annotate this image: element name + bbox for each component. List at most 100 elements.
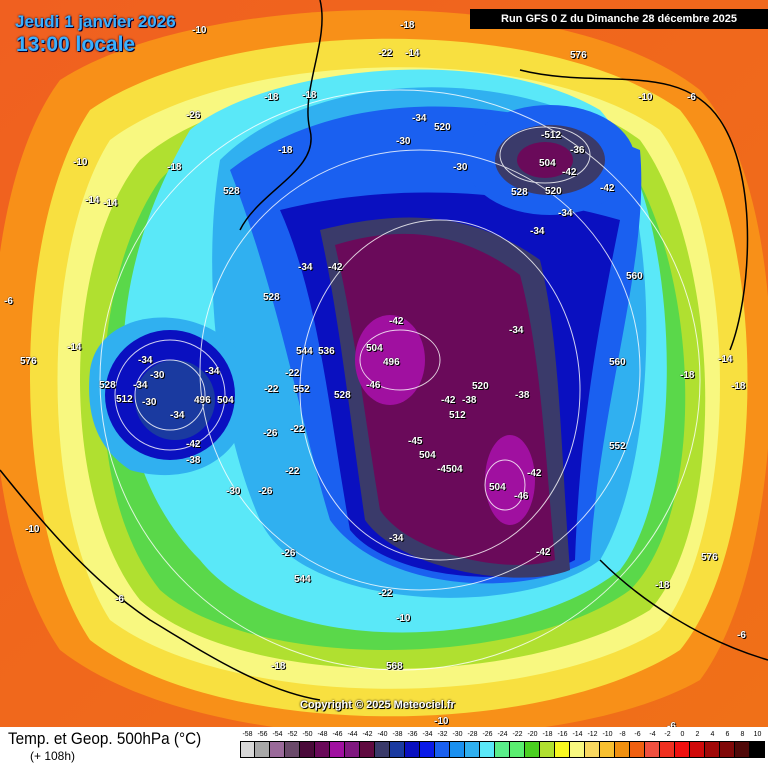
contour-label: -30	[396, 136, 411, 147]
scale-tick: -30	[452, 731, 463, 738]
scale-swatch	[600, 741, 615, 758]
contour-label: -26	[263, 428, 278, 439]
contour-label: 496	[383, 357, 400, 368]
contour-label: -10	[25, 524, 40, 535]
scale-cell: -14	[570, 731, 585, 758]
scale-cell: -58	[240, 731, 255, 758]
scale-swatch	[420, 741, 435, 758]
contour-label: 576	[20, 356, 37, 367]
contour-label: -18	[680, 370, 695, 381]
contour-label: -34	[558, 208, 573, 219]
scale-swatch	[405, 741, 420, 758]
scale-swatch	[585, 741, 600, 758]
contour-label: -46	[514, 491, 529, 502]
contour-label: 528	[511, 187, 528, 198]
contour-label: 512	[449, 410, 466, 421]
contour-label: -18	[271, 661, 286, 672]
scale-cell: -30	[450, 731, 465, 758]
scale-tick: -44	[347, 731, 358, 738]
contour-label: -26	[281, 548, 296, 559]
contour-label: -30	[453, 162, 468, 173]
contour-label: 512	[116, 394, 133, 405]
scale-tick: -10	[602, 731, 613, 738]
scale-cell: 4	[705, 731, 720, 758]
scale-tick: 0	[680, 731, 685, 738]
contour-label: 560	[626, 271, 643, 282]
contour-label: 576	[701, 552, 718, 563]
color-scale: -58 -56 -54 -52 -50 -48 -46 -44 -42 -40 -38 -36 -34-…	[240, 731, 765, 758]
forecast-time: 13:00 locale	[16, 33, 136, 56]
contour-label: -26	[258, 486, 273, 497]
scale-swatch	[570, 741, 585, 758]
contour-label: -10	[434, 716, 449, 727]
cold-core-2	[485, 435, 535, 525]
scale-swatch	[495, 741, 510, 758]
scale-cell: -26	[480, 731, 495, 758]
contour-label: -18	[400, 20, 415, 31]
scale-tick: -16	[557, 731, 568, 738]
scale-cell: -2	[660, 731, 675, 758]
contour-label: -10	[192, 25, 207, 36]
contour-label: 544	[294, 574, 311, 585]
contour-label: -22	[285, 466, 300, 477]
contour-label: -42	[328, 262, 343, 273]
contour-label: -42	[441, 395, 456, 406]
scale-cell: -22	[510, 731, 525, 758]
scale-swatch	[390, 741, 405, 758]
scale-swatch	[375, 741, 390, 758]
contour-label: -18	[302, 90, 317, 101]
scale-cell: -20	[525, 731, 540, 758]
scale-tick: -32	[437, 731, 448, 738]
contour-label: 504	[217, 395, 234, 406]
scale-cell: -28	[465, 731, 480, 758]
scale-tick: -42	[362, 731, 373, 738]
contour-label: 520	[545, 186, 562, 197]
scale-tick: -26	[482, 731, 493, 738]
contour-label: -42	[389, 316, 404, 327]
scale-swatch	[270, 741, 285, 758]
contour-label: -34	[298, 262, 313, 273]
scale-cell: -16	[555, 731, 570, 758]
scale-tick: -50	[302, 731, 313, 738]
contour-label: -10	[73, 157, 88, 168]
scale-tick: -6	[634, 731, 641, 738]
scale-tick: -28	[467, 731, 478, 738]
contour-label: -34	[133, 380, 148, 391]
contour-label: -22	[264, 384, 279, 395]
contour-label: -42	[527, 468, 542, 479]
contour-label: -512	[541, 130, 562, 141]
contour-label: 504	[489, 482, 506, 493]
contour-label: -6	[115, 594, 124, 605]
scale-tick: -20	[527, 731, 538, 738]
scale-swatch	[555, 741, 570, 758]
contour-label: -14	[103, 198, 118, 209]
contour-label: -34	[509, 325, 524, 336]
scale-swatch	[465, 741, 480, 758]
contour-label: -4504	[437, 464, 463, 475]
scale-cell: 10	[750, 731, 765, 758]
contour-label: -10	[396, 613, 411, 624]
contour-label: -26	[186, 110, 201, 121]
scale-swatch	[300, 741, 315, 758]
contour-label: -42	[186, 439, 201, 450]
scale-tick: 4	[710, 731, 715, 738]
contour-label: -30	[226, 486, 241, 497]
scale-cell: -50	[300, 731, 315, 758]
contour-label: 576	[570, 50, 587, 61]
scale-tick: -4	[649, 731, 656, 738]
contour-label: 560	[609, 357, 626, 368]
scale-swatch	[360, 741, 375, 758]
contour-label: -42	[562, 167, 577, 178]
scale-cell: 0	[675, 731, 690, 758]
scale-tick: -56	[257, 731, 268, 738]
cold-core-1	[355, 315, 425, 405]
scale-swatch	[330, 741, 345, 758]
scale-swatch	[735, 741, 750, 758]
scale-cell: -48	[315, 731, 330, 758]
scale-cell: -32	[435, 731, 450, 758]
contour-label: -38	[515, 390, 530, 401]
contour-label: -6	[4, 296, 13, 307]
contour-label: 504	[366, 343, 383, 354]
contour-label: 504	[539, 158, 556, 169]
scale-cell: -8	[615, 731, 630, 758]
